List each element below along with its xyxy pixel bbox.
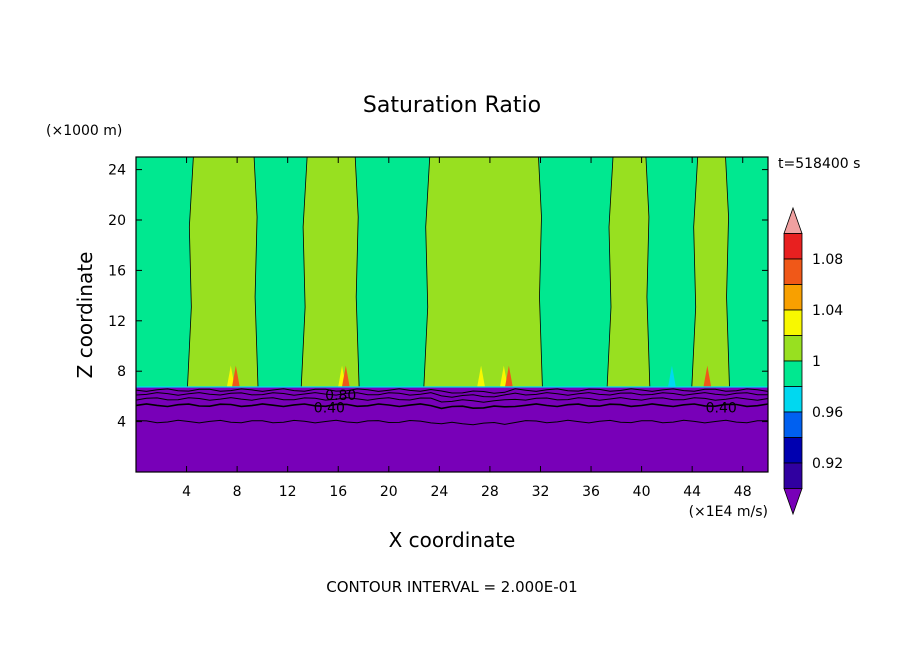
band-above-1 bbox=[691, 156, 730, 390]
x-tick-label: 4 bbox=[182, 484, 191, 500]
spike-mark bbox=[667, 365, 676, 388]
contour-label: 0.80 bbox=[325, 388, 356, 404]
contour-line bbox=[135, 403, 769, 410]
colorbar-level bbox=[783, 335, 803, 362]
colorbar-level bbox=[783, 258, 803, 285]
x-tick-label: 24 bbox=[430, 484, 448, 500]
colorbar-level bbox=[783, 233, 803, 260]
y-tick-label: 20 bbox=[108, 213, 126, 229]
time-label: t=518400 s bbox=[778, 156, 860, 172]
bands-layer bbox=[186, 156, 730, 390]
colorbar-tick-label: 1.04 bbox=[812, 303, 843, 319]
colorbar-level bbox=[783, 411, 803, 438]
x-tick-label: 36 bbox=[582, 484, 600, 500]
spike-mark bbox=[226, 365, 235, 388]
colorbar-tick-label: 0.92 bbox=[812, 456, 843, 472]
colorbar-tick-label: 1 bbox=[812, 354, 821, 370]
x-tick-label: 20 bbox=[380, 484, 398, 500]
colorbar-top-arrow bbox=[783, 206, 803, 234]
x-tick-label: 32 bbox=[532, 484, 550, 500]
y-tick-label: 24 bbox=[108, 163, 126, 179]
plot-frame bbox=[135, 156, 769, 473]
colorbar-level bbox=[783, 360, 803, 387]
y-axis: 4 8 12 16 20 24 bbox=[108, 163, 768, 431]
x-tick-label: 28 bbox=[481, 484, 499, 500]
x-tick-label: 16 bbox=[329, 484, 347, 500]
x-axis: 4 8 12 16 20 24 28 32 36 40 44 48 bbox=[182, 157, 752, 500]
contour-lines bbox=[135, 388, 769, 426]
y-tick-label: 4 bbox=[117, 415, 126, 431]
spike-mark bbox=[477, 365, 486, 388]
colorbar-level bbox=[783, 462, 803, 489]
colorbar-level bbox=[783, 386, 803, 413]
contour-line bbox=[135, 397, 769, 403]
colorbar-tick-label: 1.08 bbox=[812, 252, 843, 268]
spike-mark bbox=[231, 365, 240, 388]
colorbar-level bbox=[783, 284, 803, 311]
contour-labels: 0.800.40 0.40 bbox=[314, 388, 737, 417]
spike-mark bbox=[341, 365, 350, 388]
contour-label: 0.40 bbox=[706, 401, 737, 417]
contour-line bbox=[135, 392, 769, 398]
colorbar-level bbox=[783, 309, 803, 336]
colorbar-tick-label: 0.96 bbox=[812, 405, 843, 421]
contour-line bbox=[135, 388, 769, 394]
spike-mark bbox=[499, 365, 508, 388]
band-above-1 bbox=[606, 156, 651, 390]
y-tick-label: 8 bbox=[117, 364, 126, 380]
band-above-1 bbox=[300, 156, 360, 390]
contour-label: 0.40 bbox=[314, 401, 345, 417]
colorbar: 1.08 1.04 1 0.96 0.92 bbox=[783, 206, 843, 516]
y-axis-title: Z coordinate bbox=[73, 252, 97, 379]
band-above-1 bbox=[423, 156, 543, 390]
colorbar-bottom-arrow bbox=[783, 488, 803, 516]
colorbar-level bbox=[783, 437, 803, 464]
spike-mark bbox=[703, 365, 712, 388]
x-tick-label: 48 bbox=[734, 484, 752, 500]
x-tick-label: 12 bbox=[279, 484, 297, 500]
x-tick-label: 44 bbox=[683, 484, 701, 500]
y-unit-label: (×1000 m) bbox=[46, 123, 122, 139]
x-axis-title: X coordinate bbox=[389, 528, 516, 552]
x-tick-label: 40 bbox=[633, 484, 651, 500]
x-tick-label: 8 bbox=[233, 484, 242, 500]
y-tick-label: 12 bbox=[108, 314, 126, 330]
contour-interval-footer: CONTOUR INTERVAL = 2.000E-01 bbox=[326, 578, 577, 596]
contour-line bbox=[135, 419, 769, 426]
chart-title: Saturation Ratio bbox=[363, 93, 541, 118]
band-above-1 bbox=[186, 156, 259, 390]
plot-area: 0.800.40 0.40 bbox=[135, 156, 769, 473]
y-tick-label: 16 bbox=[108, 263, 126, 279]
x-unit-label: (×1E4 m/s) bbox=[689, 504, 768, 520]
spike-mark bbox=[504, 365, 513, 388]
